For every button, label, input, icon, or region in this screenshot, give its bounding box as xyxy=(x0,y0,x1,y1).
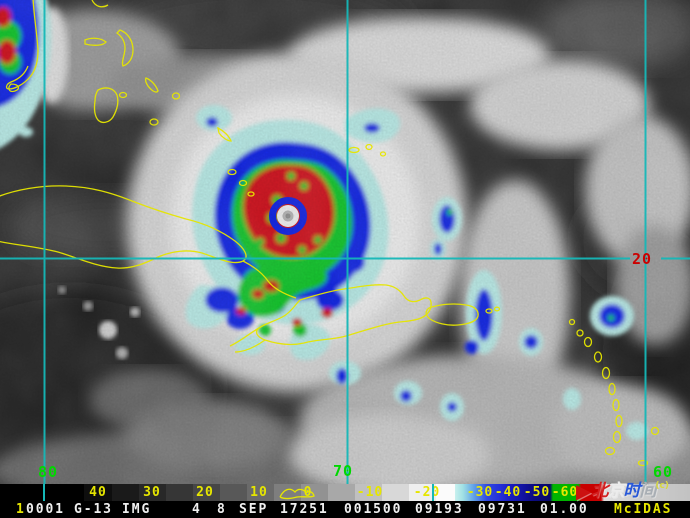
coastline-antilles xyxy=(615,414,623,428)
coastline-antilles xyxy=(568,318,576,326)
coastline-turks xyxy=(365,143,373,151)
status-day: 8 xyxy=(217,502,227,517)
pixel-grain xyxy=(0,0,690,485)
coastline-islet xyxy=(171,92,181,100)
colorbar-grid-tick xyxy=(432,484,434,501)
longitude-label-60w: 60 xyxy=(653,463,673,481)
coastline-antilles xyxy=(612,398,620,412)
colorbar-tick-label: -50 xyxy=(523,485,551,500)
coastline-virgin-islands xyxy=(485,308,493,314)
longitude-label-70w: 70 xyxy=(333,462,353,480)
status-frame-number: 0001 xyxy=(26,502,65,517)
coastline-antilles xyxy=(637,459,649,467)
watermark-copyright: (c) xyxy=(655,481,669,491)
coastline-cay xyxy=(227,168,237,176)
coastline-bahamas-1 xyxy=(84,37,107,46)
play-arrow-icon: ▶ xyxy=(576,479,592,503)
status-image-type: IMG xyxy=(122,502,152,517)
coastline-cat-island xyxy=(144,77,159,93)
coastline-cuba-east xyxy=(242,260,297,299)
coastline-islet xyxy=(149,118,159,126)
coastline-puerto-rico xyxy=(425,303,479,326)
status-month: SEP xyxy=(239,502,269,517)
graticule xyxy=(0,0,690,485)
coastline-antilles xyxy=(576,329,584,337)
colorbar-grid-tick xyxy=(43,484,45,501)
latitude-label-20n: 20 xyxy=(632,250,652,268)
coastline-eleuthera xyxy=(116,29,134,67)
coastline-turks xyxy=(348,146,360,154)
coastline-florida-keys xyxy=(8,83,20,93)
colorbar-tick-label: -40 xyxy=(494,485,522,500)
coastline-cay xyxy=(247,191,255,197)
status-field-a: 4 xyxy=(192,502,202,517)
temperature-colorbar: 40 30 20 10 0 -10 -20 -30 -40 -50 -60 xyxy=(0,484,690,501)
colorbar-tick-label: 40 xyxy=(89,485,107,500)
coastline-haiti-peninsula xyxy=(229,327,266,353)
colorbar-tick-label: 10 xyxy=(250,485,268,500)
coastlines-overlay xyxy=(0,0,660,467)
coastline-florida xyxy=(5,0,39,90)
status-time: 001500 xyxy=(344,502,403,517)
coastline-antilles xyxy=(583,336,593,348)
watermark-beijing-time: ▶ 北 京 时 间 (c) xyxy=(576,479,690,503)
status-code-3: 01.00 xyxy=(540,502,589,517)
colorbar-tick-label: 30 xyxy=(143,485,161,500)
status-julian-day: 17251 xyxy=(280,502,329,517)
watermark-char: 时 xyxy=(623,481,640,501)
status-frame-digit: 1 xyxy=(16,502,26,517)
status-sensor: G-13 xyxy=(74,502,113,517)
coastline-bahamas-top xyxy=(91,0,109,8)
longitude-label-80w: 80 xyxy=(38,463,58,481)
watermark-char: 北 xyxy=(591,481,608,501)
coastline-andros xyxy=(93,87,119,124)
coastline-cay xyxy=(238,179,248,187)
coastline-antilles xyxy=(601,366,611,380)
watermark-char: 京 xyxy=(607,481,624,501)
satellite-image: 20 80 70 60 xyxy=(0,0,690,485)
colorbar-tick-label: -20 xyxy=(413,485,441,500)
status-bar: 1 0001 G-13 IMG 4 8 SEP 17251 001500 091… xyxy=(0,501,690,518)
colorbar-tick-label: -10 xyxy=(356,485,384,500)
colorbar-tick-label: -30 xyxy=(466,485,494,500)
coastline-islet xyxy=(118,91,128,99)
coastline-turks xyxy=(379,151,387,157)
colorbar-coastline-squiggle xyxy=(279,488,315,500)
coastline-virgin-islands xyxy=(493,306,501,312)
coastline-antilles xyxy=(612,430,622,444)
status-code-1: 09193 xyxy=(415,502,464,517)
coastline-antilles xyxy=(608,382,616,396)
colorbar-tick-label: -60 xyxy=(551,485,579,500)
coastline-antilles xyxy=(593,351,603,363)
status-code-2: 09731 xyxy=(478,502,527,517)
coastline-barbados xyxy=(650,426,660,436)
watermark-char: 间 xyxy=(639,481,656,501)
colorbar-tick-label: 20 xyxy=(196,485,214,500)
coastline-antilles xyxy=(604,446,616,456)
coastline-long-island xyxy=(217,126,232,142)
status-brand-mcidas: McIDAS xyxy=(614,502,673,517)
